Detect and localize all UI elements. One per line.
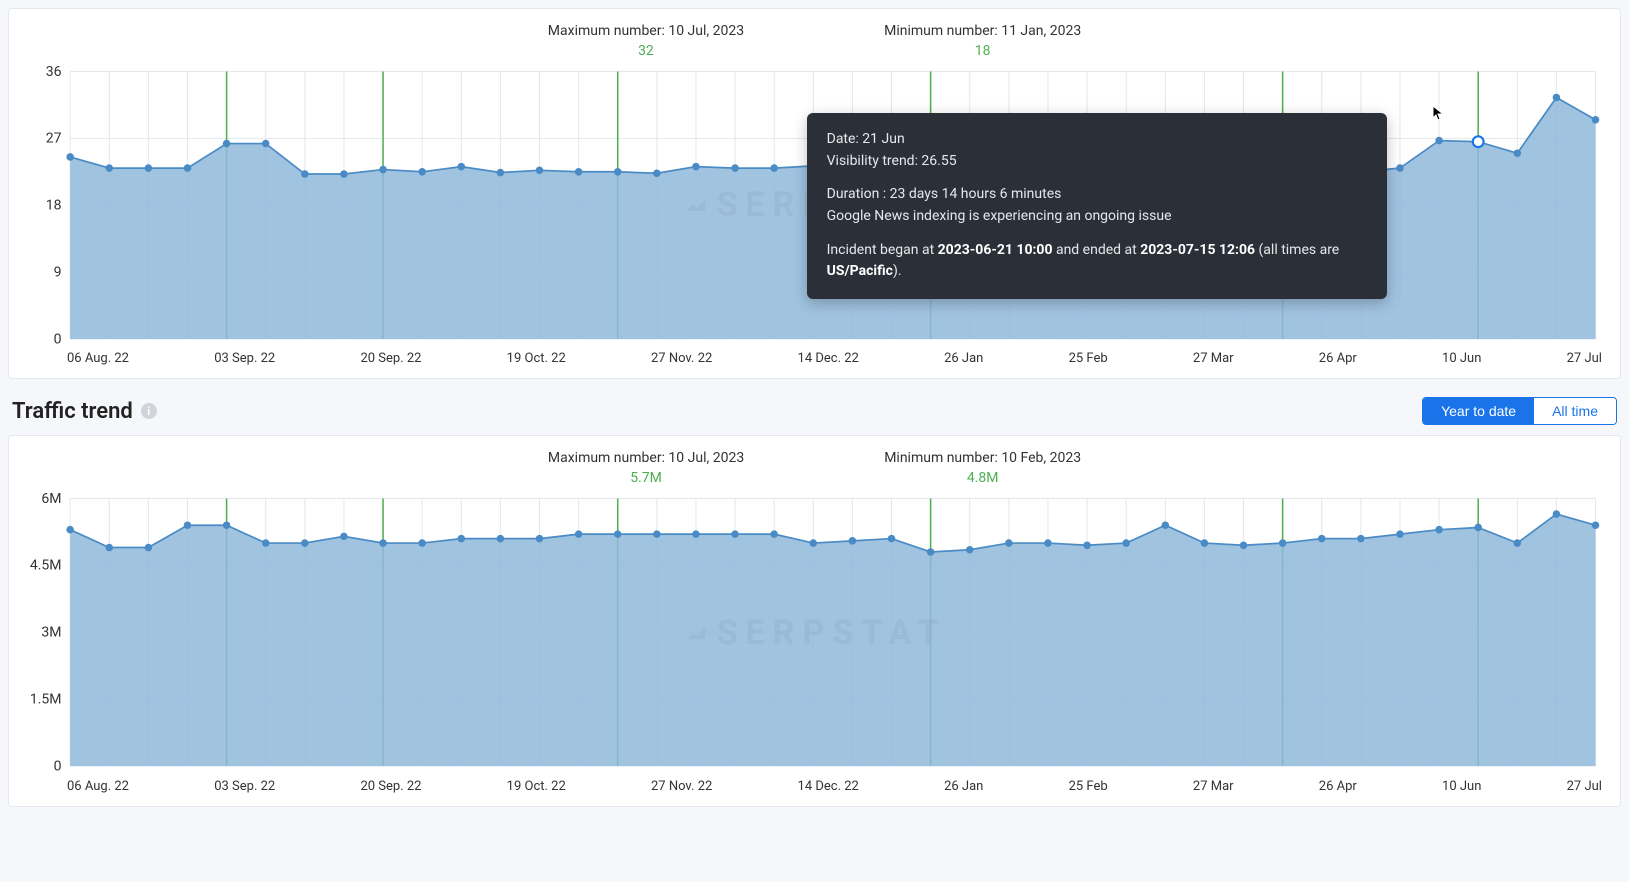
chart2-min-label: Minimum number: 10 Feb, 2023	[884, 450, 1081, 466]
chart1-max-label: Maximum number: 10 Jul, 2023	[548, 23, 744, 39]
chart1-min-block: Minimum number: 11 Jan, 2023 18	[884, 23, 1081, 59]
x-tick-label: 03 Sep. 22	[214, 351, 275, 366]
svg-text:0: 0	[54, 331, 62, 345]
chart2-max-block: Maximum number: 10 Jul, 2023 5.7M	[548, 450, 744, 486]
traffic-title: Traffic trend	[12, 399, 133, 424]
x-tick-label: 06 Aug. 22	[67, 351, 129, 366]
x-tick-label: 10 Jun	[1442, 779, 1481, 794]
svg-text:9: 9	[54, 264, 62, 280]
x-tick-label: 03 Sep. 22	[214, 779, 275, 794]
svg-text:6M: 6M	[41, 492, 61, 507]
x-tick-label: 14 Dec. 22	[798, 779, 859, 794]
svg-text:36: 36	[46, 65, 62, 80]
chart1-max-block: Maximum number: 10 Jul, 2023 32	[548, 23, 744, 59]
x-tick-label: 19 Oct. 22	[507, 351, 566, 366]
x-tick-label: 26 Apr	[1319, 351, 1357, 366]
x-tick-label: 26 Jan	[944, 351, 983, 366]
chart1-stats: Maximum number: 10 Jul, 2023 32 Minimum …	[27, 23, 1602, 59]
watermark2: SERPSTAT	[683, 613, 947, 653]
watermark-icon	[683, 191, 711, 219]
x-tick-label: 27 Jul	[1567, 351, 1602, 366]
x-tick-label: 20 Sep. 22	[360, 779, 421, 794]
svg-text:3M: 3M	[41, 625, 61, 641]
svg-text:4.5M: 4.5M	[30, 558, 62, 574]
svg-text:18: 18	[46, 198, 62, 214]
svg-text:27: 27	[46, 131, 62, 147]
watermark-text: SERPSTAT	[717, 185, 947, 225]
chart1-wrap: 09182736 SERPSTAT Date: 21 Jun Visibilit…	[27, 65, 1602, 345]
chart1-x-axis: 06 Aug. 22 03 Sep. 22 20 Sep. 22 19 Oct. 22…	[27, 345, 1602, 366]
toggle-all-time[interactable]: All time	[1534, 398, 1616, 424]
x-tick-label: 19 Oct. 22	[507, 779, 566, 794]
x-tick-label: 26 Apr	[1319, 779, 1357, 794]
watermark-icon	[683, 619, 711, 647]
x-tick-label: 27 Mar	[1193, 351, 1234, 366]
x-tick-label: 27 Nov. 22	[651, 351, 712, 366]
x-tick-label: 27 Jul	[1567, 779, 1602, 794]
x-tick-label: 20 Sep. 22	[360, 351, 421, 366]
traffic-chart-card: Maximum number: 10 Jul, 2023 5.7M Minimu…	[8, 435, 1621, 806]
x-tick-label: 10 Jun	[1442, 351, 1481, 366]
svg-text:0: 0	[54, 759, 62, 773]
x-tick-label: 06 Aug. 22	[67, 779, 129, 794]
chart2-stats: Maximum number: 10 Jul, 2023 5.7M Minimu…	[27, 450, 1602, 486]
svg-text:1.5M: 1.5M	[30, 692, 62, 708]
chart2-max-value: 5.7M	[548, 470, 744, 486]
chart2-min-value: 4.8M	[884, 470, 1081, 486]
watermark-text: SERPSTAT	[717, 613, 947, 653]
watermark: SERPSTAT	[683, 185, 947, 225]
visibility-chart-card: Maximum number: 10 Jul, 2023 32 Minimum …	[8, 8, 1621, 379]
toggle-year-to-date[interactable]: Year to date	[1423, 398, 1534, 424]
chart2-max-label: Maximum number: 10 Jul, 2023	[548, 450, 744, 466]
chart2-x-axis: 06 Aug. 22 03 Sep. 22 20 Sep. 22 19 Oct. 22…	[27, 773, 1602, 794]
x-tick-label: 27 Nov. 22	[651, 779, 712, 794]
x-tick-label: 27 Mar	[1193, 779, 1234, 794]
time-range-toggle: Year to date All time	[1422, 397, 1617, 425]
x-tick-label: 14 Dec. 22	[798, 351, 859, 366]
x-tick-label: 25 Feb	[1069, 779, 1108, 794]
info-icon[interactable]: i	[141, 403, 157, 419]
x-tick-label: 25 Feb	[1069, 351, 1108, 366]
chart1-min-label: Minimum number: 11 Jan, 2023	[884, 23, 1081, 39]
traffic-section-header: Traffic trend i Year to date All time	[12, 397, 1617, 425]
traffic-title-wrap: Traffic trend i	[12, 399, 157, 424]
chart1-min-value: 18	[884, 43, 1081, 59]
chart2-min-block: Minimum number: 10 Feb, 2023 4.8M	[884, 450, 1081, 486]
chart1-max-value: 32	[548, 43, 744, 59]
chart2-wrap: 0 1.5M 3M 4.5M 6M SERPSTAT	[27, 492, 1602, 772]
x-tick-label: 26 Jan	[944, 779, 983, 794]
